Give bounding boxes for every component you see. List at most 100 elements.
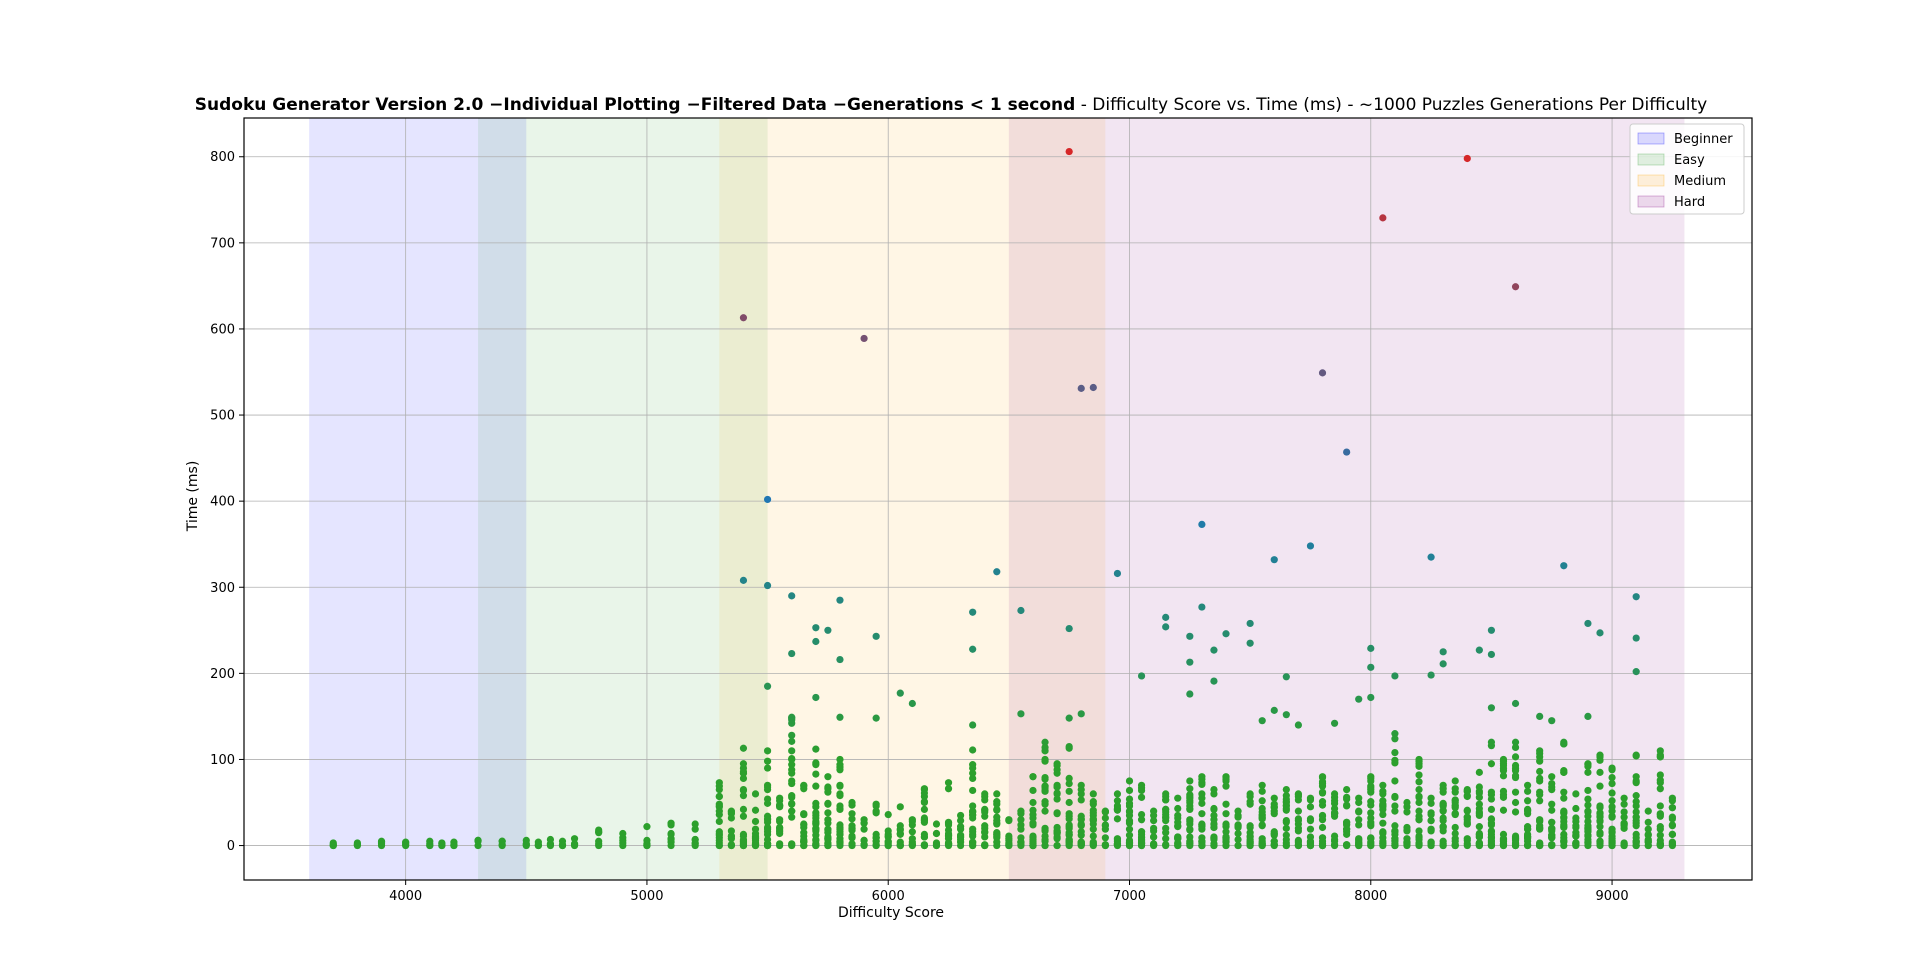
data-point [812,770,820,778]
data-point [1391,807,1399,815]
data-point [1198,821,1206,829]
y-tick-label: 700 [210,236,235,251]
data-point [1632,798,1640,806]
legend-swatch-medium [1637,174,1665,187]
data-point [1137,828,1146,836]
data-point [1077,841,1085,850]
data-point [1644,807,1652,815]
data-point [908,821,916,829]
data-point [788,747,796,755]
data-point [1475,811,1483,820]
data-point [1487,795,1496,803]
axes-frame [243,117,1753,881]
data-point [715,792,723,801]
legend-label-beginner: Beginner [1674,132,1733,147]
data-point [1644,818,1652,826]
grid-lines [244,118,1752,880]
data-point [1572,841,1580,850]
data-point [1475,793,1483,801]
data-point [691,820,699,828]
data-point [776,828,784,836]
data-point [715,836,723,844]
data-point [896,841,904,850]
data-point [1222,782,1230,790]
data-point [776,797,784,805]
data-point [1065,714,1073,722]
data-point [1451,802,1459,810]
data-point [1089,820,1097,828]
data-point [812,745,820,753]
data-point [969,832,977,840]
data-point [1391,841,1399,850]
data-point [860,334,868,343]
data-point [1137,672,1146,680]
data-point [1536,788,1544,796]
data-point [1077,384,1085,392]
data-point [1113,841,1122,850]
data-point [1548,773,1556,781]
data-point [1053,761,1061,770]
data-point [619,841,627,850]
data-point [1439,814,1447,822]
data-point [751,817,760,826]
data-point [1077,796,1085,804]
data-point [1632,830,1640,838]
data-point [1343,785,1351,794]
data-point [1415,798,1423,807]
data-point [932,820,941,828]
data-point [1632,792,1640,800]
data-point [1608,829,1616,837]
data-point [1536,816,1544,825]
legend-swatch-hard [1637,195,1665,208]
data-point [848,826,856,834]
data-point [595,841,603,850]
data-point [872,714,880,722]
data-point [727,808,735,816]
data-point [969,814,977,822]
data-point [812,803,820,811]
data-point [1596,841,1604,850]
data-point [1451,829,1459,838]
data-point [1668,821,1676,829]
data-point [1572,790,1580,798]
data-point [812,841,820,850]
data-point [1355,798,1363,807]
data-point [1439,660,1447,668]
data-point [969,645,977,653]
data-point [1330,810,1339,818]
data-point [1475,800,1483,808]
data-point [1137,841,1146,850]
data-point [1656,831,1664,839]
data-point [1258,717,1266,725]
data-point [1186,826,1194,834]
data-point [1198,841,1206,850]
data-point [1656,753,1664,761]
data-point [751,829,760,838]
data-point [1246,822,1254,830]
data-point [1656,776,1664,784]
data-point [993,832,1001,840]
data-point [1137,784,1146,792]
data-point [1246,619,1254,628]
data-point [981,822,989,830]
data-point [1584,795,1592,803]
data-point [824,799,832,807]
data-point [1077,812,1085,820]
data-point [1668,830,1676,838]
data-point [739,805,748,813]
data-point [474,841,482,850]
data-point [1029,786,1037,795]
data-point [1656,836,1664,844]
y-axis-label: Time (ms) [185,461,201,533]
data-point [1427,794,1435,802]
data-point [1174,794,1182,802]
data-point [788,737,796,745]
data-point [1210,804,1218,813]
data-point [848,832,856,840]
data-point [570,835,579,843]
data-point [1644,835,1652,844]
y-tick-label: 0 [227,839,235,854]
data-point [1427,816,1435,825]
data-point [1210,790,1218,798]
data-point [1572,804,1580,813]
